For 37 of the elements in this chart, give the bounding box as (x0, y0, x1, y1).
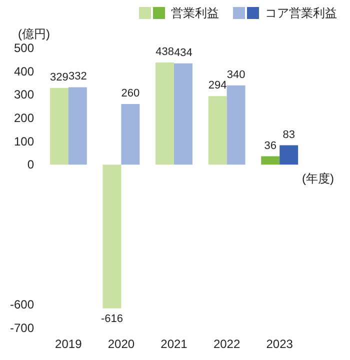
data-label: 36 (264, 140, 276, 152)
bar (280, 145, 298, 165)
y-tick-label: 200 (14, 111, 34, 125)
y-axis-title: (億円) (18, 27, 50, 41)
data-label: 294 (208, 80, 227, 92)
legend-label: 営業利益 (171, 6, 219, 20)
bar (156, 62, 174, 165)
y-tick-label: 400 (14, 64, 34, 78)
bar (102, 164, 122, 308)
bar (68, 87, 87, 165)
data-label: 83 (282, 128, 295, 141)
data-label: 434 (174, 46, 192, 59)
y-tick-label: 500 (14, 41, 34, 55)
data-label: 332 (68, 70, 87, 83)
x-tick-label: 2021 (160, 337, 188, 351)
data-label: 438 (156, 46, 174, 58)
data-label: 329 (50, 71, 68, 84)
y-tick-label: -700 (10, 321, 34, 335)
x-axis-title: (年度) (302, 172, 334, 186)
bar (121, 104, 140, 165)
data-label: 340 (226, 68, 246, 81)
legend-label: コア営業利益 (265, 6, 337, 20)
data-label: -616 (100, 312, 123, 325)
x-tick-label: 2023 (266, 337, 294, 351)
data-label: 260 (121, 88, 140, 100)
x-tick-label: 2020 (108, 337, 135, 351)
y-tick-label: 0 (27, 158, 34, 172)
y-tick-label: 100 (14, 134, 34, 148)
y-tick-label: -600 (10, 298, 34, 312)
y-tick-label: 300 (14, 88, 34, 102)
bar (261, 156, 280, 165)
bar (174, 63, 192, 165)
x-tick-label: 2019 (55, 337, 82, 351)
bar (50, 88, 68, 165)
x-tick-label: 2022 (213, 337, 240, 351)
bar (226, 85, 246, 165)
bar (208, 96, 227, 165)
